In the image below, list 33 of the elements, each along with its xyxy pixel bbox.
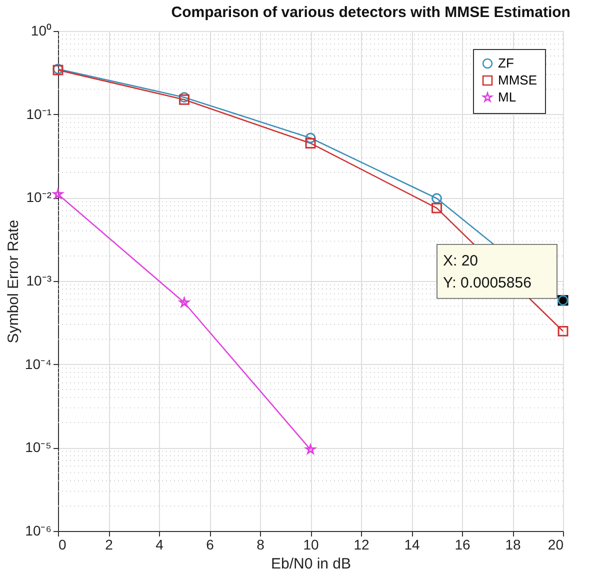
legend-label: ML bbox=[498, 90, 516, 104]
y-tick-label: 10⁻⁶ bbox=[25, 522, 52, 538]
x-tick-label: 0 bbox=[58, 536, 66, 552]
point bbox=[53, 188, 63, 199]
point bbox=[432, 193, 442, 204]
point bbox=[432, 202, 442, 214]
x-tick-label: 14 bbox=[404, 536, 420, 552]
point bbox=[558, 326, 568, 336]
x-tick-label: 2 bbox=[105, 536, 114, 552]
y-tick-label: 10⁻¹ bbox=[26, 106, 52, 122]
point bbox=[179, 297, 190, 308]
legend-label: MMSE bbox=[498, 72, 538, 88]
point bbox=[305, 132, 316, 144]
x-tick-label: 16 bbox=[454, 536, 470, 552]
x-tick-label: 8 bbox=[256, 536, 265, 552]
x-tick-label: 12 bbox=[354, 536, 370, 552]
x-tick-label: 10 bbox=[303, 536, 319, 552]
x-tick-label: 18 bbox=[505, 536, 521, 552]
y-tick-label: 10⁻⁴ bbox=[24, 356, 52, 372]
x-axis-title: Eb/N0 in dB bbox=[270, 556, 352, 572]
point bbox=[306, 444, 316, 454]
chart-title: Comparison of various detectors with MMSE Estimation bbox=[171, 4, 570, 21]
legend-label: ZF bbox=[498, 56, 514, 70]
x-tick-label: 20 bbox=[548, 536, 564, 552]
x-tick-label: 4 bbox=[156, 536, 164, 552]
y-tick-label: 10⁻⁵ bbox=[25, 439, 52, 456]
point bbox=[305, 138, 316, 148]
x-tick-label: 6 bbox=[206, 536, 214, 552]
y-tick-label: 10⁻³ bbox=[26, 272, 52, 288]
annotation: X: 20 Y: 0.0005856 bbox=[443, 252, 532, 292]
y-tick-label: 10⁰ bbox=[30, 22, 52, 38]
y-tick-label: 10⁻² bbox=[26, 189, 52, 206]
y-axis-title: Symbol Error Rate bbox=[4, 220, 22, 344]
